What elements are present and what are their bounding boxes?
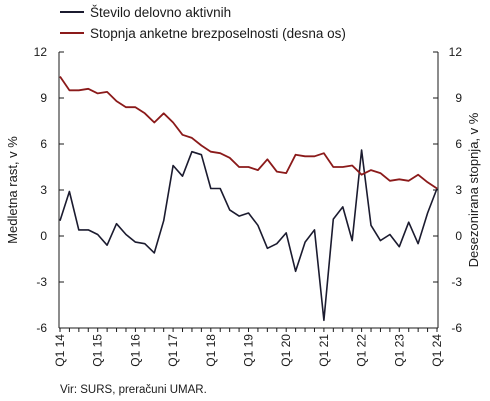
series-line-employed: [59, 149, 438, 322]
x-tick-label: Q1 23: [392, 334, 406, 367]
y-left-tick-label: -6: [36, 321, 47, 335]
y-left-tick-label: 6: [40, 137, 47, 151]
y-right-tick-label: 0: [455, 229, 462, 243]
x-tick-label: Q1 18: [204, 334, 218, 367]
x-tick-label: Q1 20: [279, 334, 293, 367]
x-tick-label: Q1 16: [128, 334, 142, 367]
y-left-tick-label: 12: [34, 45, 48, 59]
y-right-tick-label: 9: [455, 91, 462, 105]
x-tick-label: Q1 19: [242, 334, 256, 367]
source-note: Vir: SURS, preračuni UMAR.: [60, 384, 207, 396]
x-tick-label: Q1 17: [166, 334, 180, 367]
x-ticks: Q1 14 Q1 15 Q1 16 Q1 17 Q1 18 Q1 19 Q1 20 Q1 21…: [53, 328, 444, 367]
plot-area: [58, 52, 439, 329]
y-right-tick-label: 3: [455, 183, 462, 197]
y-left-axis-title: Medletna rast, v %: [5, 136, 20, 244]
y-right-ticks: -6 -3 0 3 6 9 12: [433, 45, 462, 335]
x-tick-label: Q1 14: [53, 334, 67, 367]
y-left-tick-label: 0: [40, 229, 47, 243]
y-left-tick-label: 9: [40, 91, 47, 105]
legend-label-employed: Število delovno aktivnih: [90, 5, 231, 20]
series-lines: [59, 75, 438, 322]
y-right-tick-label: -3: [451, 275, 462, 289]
series-line-unemployment: [59, 75, 438, 190]
y-right-tick-label: -6: [451, 321, 462, 335]
y-right-tick-label: 12: [449, 45, 463, 59]
y-right-tick-label: 6: [455, 137, 462, 151]
x-tick-label: Q1 24: [430, 334, 444, 367]
y-left-tick-label: 3: [40, 183, 47, 197]
y-left-tick-label: -3: [36, 275, 47, 289]
legend: Število delovno aktivnih Stopnja anketne…: [60, 5, 346, 41]
x-tick-label: Q1 21: [317, 334, 331, 367]
x-tick-label: Q1 22: [355, 334, 369, 367]
y-right-axis-title: Desezonirana stopnja, v %: [466, 112, 481, 267]
x-tick-label: Q1 15: [91, 334, 105, 367]
legend-label-unemployment: Stopnja anketne brezposelnosti (desna os…: [90, 26, 346, 41]
